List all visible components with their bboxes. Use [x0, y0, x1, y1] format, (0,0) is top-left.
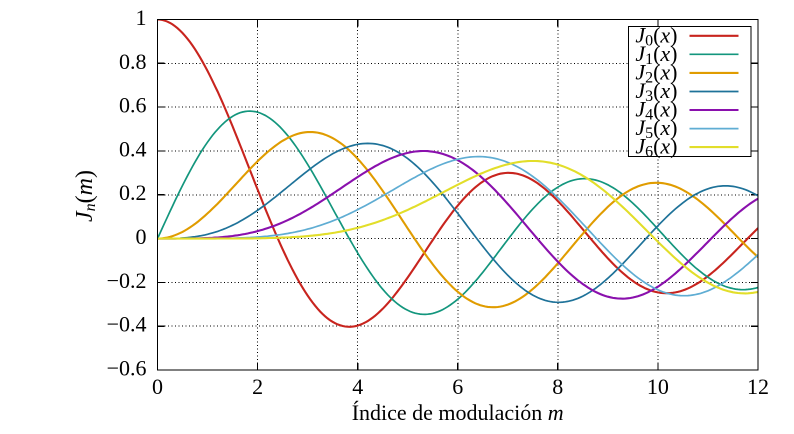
svg-text:0: 0 [136, 224, 147, 249]
svg-text:J1(x): J1(x) [635, 41, 677, 68]
svg-text:2: 2 [252, 374, 263, 399]
svg-text:J3(x): J3(x) [635, 78, 677, 105]
svg-text:0: 0 [152, 374, 163, 399]
svg-text:J4(x): J4(x) [635, 97, 677, 124]
svg-text:Índice de modulación m: Índice de modulación m [352, 400, 564, 425]
svg-text:12: 12 [747, 374, 769, 399]
svg-text:0.2: 0.2 [119, 180, 147, 205]
svg-text:J5(x): J5(x) [635, 115, 677, 142]
svg-text:J6(x): J6(x) [635, 134, 677, 161]
svg-text:8: 8 [552, 374, 563, 399]
svg-text:−0.6: −0.6 [107, 356, 147, 381]
svg-text:Jn(m): Jn(m) [72, 170, 99, 222]
svg-text:1: 1 [136, 5, 147, 30]
svg-text:J2(x): J2(x) [635, 59, 677, 86]
svg-text:0.4: 0.4 [119, 136, 147, 161]
svg-text:−0.4: −0.4 [107, 312, 147, 337]
svg-text:6: 6 [452, 374, 463, 399]
svg-text:0.8: 0.8 [119, 49, 147, 74]
svg-text:−0.2: −0.2 [107, 268, 147, 293]
svg-text:4: 4 [352, 374, 363, 399]
svg-text:J0(x): J0(x) [635, 22, 677, 49]
svg-text:10: 10 [647, 374, 669, 399]
svg-text:0.6: 0.6 [119, 93, 147, 118]
